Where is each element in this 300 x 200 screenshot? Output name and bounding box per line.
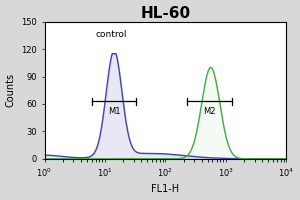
Title: HL-60: HL-60 [140, 6, 190, 21]
Text: control: control [96, 30, 128, 39]
Text: M2: M2 [203, 107, 215, 116]
Y-axis label: Counts: Counts [6, 73, 16, 107]
X-axis label: FL1-H: FL1-H [152, 184, 179, 194]
Text: M1: M1 [108, 107, 120, 116]
